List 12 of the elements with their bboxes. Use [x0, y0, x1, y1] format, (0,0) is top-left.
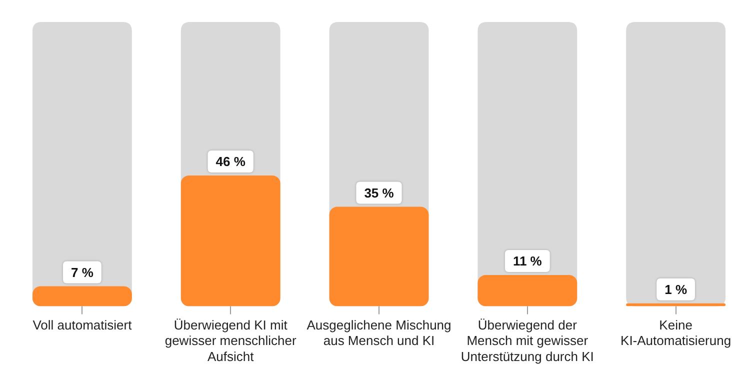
x-tick-label: Keine KI-Automatisierung [620, 318, 732, 348]
data-label: 11 % [512, 254, 542, 269]
data-label: 35 % [364, 185, 394, 200]
data-label: 46 % [216, 154, 246, 170]
data-label: 7 % [70, 264, 94, 280]
data-label: 1 % [664, 282, 688, 297]
x-tick-label: Voll automatisiert [32, 318, 132, 333]
bar [32, 286, 132, 306]
x-tick-label: Ausgeglichene Mischung aus Mensch und KI [306, 318, 452, 348]
bar [478, 274, 578, 306]
x-tick-label: Überwiegend KI mit gewisser menschlicher Aufsicht [164, 318, 298, 364]
x-tick-label: Überwiegend der Mensch mit gewisser Unterstützung durch KI [460, 318, 594, 364]
